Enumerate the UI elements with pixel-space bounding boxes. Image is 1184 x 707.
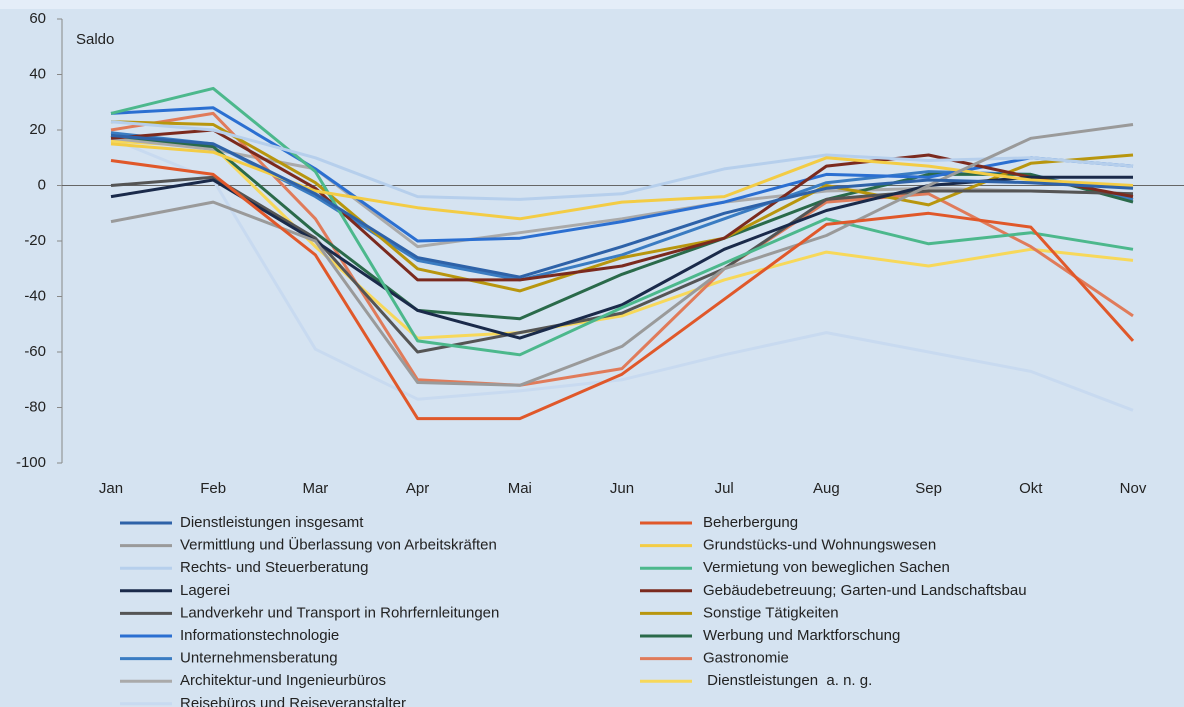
y-tick-label: 20	[29, 121, 46, 138]
legend-label: Rechts- und Steuerberatung	[180, 559, 368, 576]
y-tick-label: 60	[29, 10, 46, 27]
legend-label: Werbung und Marktforschung	[703, 627, 900, 644]
series-line	[110, 175, 1133, 340]
series-line	[110, 134, 1134, 279]
series-line	[110, 128, 1134, 282]
series-line	[110, 120, 1134, 201]
legend-label: Gastronomie	[703, 650, 789, 667]
y-tick-label: -60	[24, 343, 46, 360]
y-tick-label: -20	[24, 232, 46, 249]
x-tick-label: Jun	[610, 480, 634, 497]
legend-label: Gebäudebetreuung; Garten-und Landschafts…	[703, 582, 1027, 599]
legend-label: Grundstücks-und Wohnungswesen	[703, 537, 936, 554]
legend-label: Informationstechnologie	[180, 627, 339, 644]
series-line	[110, 134, 1134, 321]
x-tick-label: Apr	[406, 480, 429, 497]
legend-label: Vermittlung und Überlassung von Arbeitsk…	[180, 536, 497, 554]
series-line	[110, 139, 1134, 340]
legend-label: Dienstleistungen insgesamt	[180, 514, 364, 531]
legend-label: Architektur-und Ingenieurbüros	[180, 672, 386, 689]
series-line	[110, 86, 1134, 357]
y-tick-label: -80	[24, 398, 46, 415]
legend-label: Vermietung von beweglichen Sachen	[703, 559, 950, 576]
legend-label: Beherbergung	[703, 514, 798, 531]
y-tick-label: -100	[16, 454, 46, 471]
y-tick-label: 40	[29, 65, 46, 82]
x-tick-label: Jan	[99, 480, 123, 497]
legend-label: Landverkehr und Transport in Rohrfernlei…	[180, 604, 499, 621]
x-tick-label: Nov	[1120, 480, 1147, 497]
x-tick-label: Mai	[508, 480, 532, 497]
y-tick-label: -40	[24, 287, 46, 304]
y-axis-label: Saldo	[76, 31, 114, 48]
x-tick-label: Okt	[1019, 480, 1043, 497]
series-line	[110, 111, 1134, 387]
x-tick-label: Feb	[200, 480, 226, 497]
legend-label: Reisebüros und Reiseveranstalter	[180, 695, 406, 707]
top-strip	[0, 0, 1184, 9]
y-tick-label: 0	[38, 176, 46, 193]
legend-label: Sonstige Tätigkeiten	[703, 604, 839, 621]
legend-label: Unternehmensberatung	[180, 650, 338, 667]
x-tick-label: Sep	[915, 480, 942, 497]
x-tick-label: Aug	[813, 480, 840, 497]
x-tick-label: Mar	[302, 480, 328, 497]
legend-label: Lagerei	[180, 582, 230, 599]
series-line	[110, 175, 1134, 354]
x-tick-label: Jul	[715, 480, 734, 497]
series-line	[110, 159, 1135, 421]
series-line	[110, 136, 1134, 412]
legend-label: Dienstleistungen a. n. g.	[703, 672, 872, 689]
